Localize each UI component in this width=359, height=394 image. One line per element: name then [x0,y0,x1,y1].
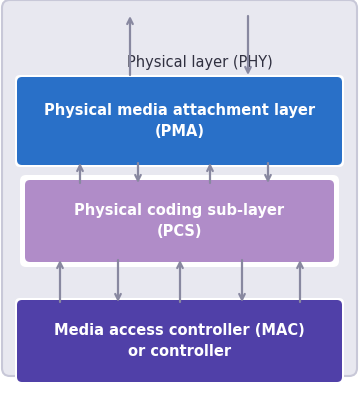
FancyBboxPatch shape [17,300,342,382]
FancyBboxPatch shape [17,77,342,165]
FancyBboxPatch shape [2,0,357,376]
Text: Physical coding sub-layer
(PCS): Physical coding sub-layer (PCS) [74,203,285,239]
FancyBboxPatch shape [15,298,344,384]
FancyBboxPatch shape [20,175,339,267]
FancyBboxPatch shape [15,75,344,167]
FancyBboxPatch shape [25,180,334,262]
Text: Media access controller (MAC)
or controller: Media access controller (MAC) or control… [54,323,305,359]
Text: Physical layer (PHY): Physical layer (PHY) [127,54,273,69]
Text: Physical media attachment layer
(PMA): Physical media attachment layer (PMA) [44,103,315,139]
